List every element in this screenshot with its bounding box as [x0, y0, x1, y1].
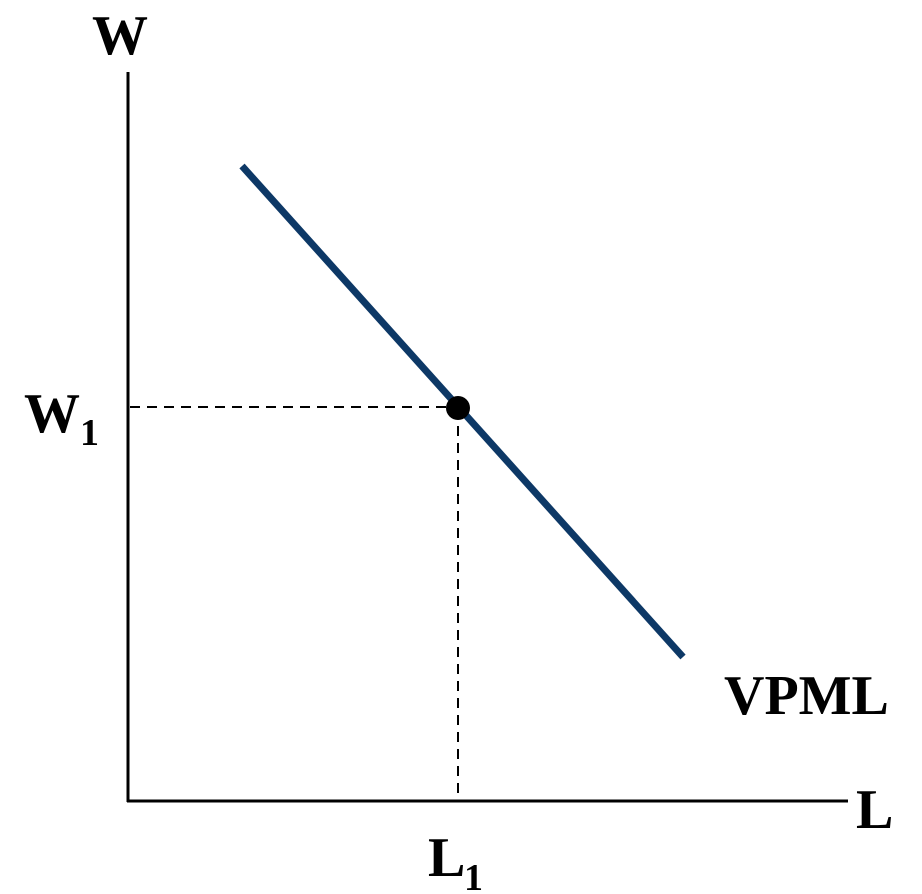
curve-label: VPML [724, 665, 889, 727]
x-axis-label: L [856, 779, 893, 841]
labor-quantity-subscript: 1 [464, 857, 483, 894]
y-axis-label: W [92, 5, 148, 67]
wage-level-label: W [24, 383, 80, 445]
wage-level-subscript: 1 [80, 412, 99, 454]
labor-quantity-label: L [428, 827, 465, 889]
equilibrium-point [446, 396, 470, 420]
